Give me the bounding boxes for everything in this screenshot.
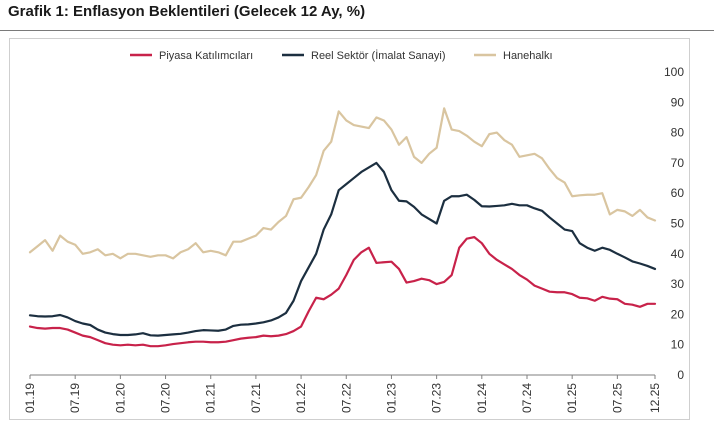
y-tick-label: 60 [671,186,685,200]
legend-label: Hanehalkı [503,50,553,62]
x-tick-label: 07.19 [68,383,82,413]
y-tick-label: 40 [671,247,685,261]
y-tick-label: 10 [671,338,685,352]
x-tick-label: 01.23 [384,383,398,413]
title-divider [0,30,714,31]
legend-label: Piyasa Katılımcıları [159,50,253,62]
y-axis: 0 10 20 30 40 50 60 70 80 90 100 [664,65,684,382]
x-tick-label: 01.25 [565,383,579,413]
y-tick-label: 30 [671,277,685,291]
y-tick-label: 90 [671,95,685,109]
x-tick-label: 01.20 [113,383,127,413]
series-line-3 [28,107,657,260]
y-tick-label: 100 [664,65,684,79]
x-axis: 01.19 07.19 01.20 07.20 01.21 07.21 01.22 07.22… [23,374,662,413]
chart-title: Grafik 1: Enflasyon Beklentileri (Gelece… [8,3,366,20]
chart-frame [9,38,690,420]
x-tick-label: 12.25 [648,383,662,413]
plot-area [28,107,657,348]
y-tick-label: 0 [677,368,684,382]
y-tick-label: 50 [671,217,685,231]
x-tick-label: 01.19 [23,383,37,413]
chart-legend: Piyasa Katılımcıları Reel Sektör (İmalat … [130,49,553,62]
x-tick-label: 01.24 [475,383,489,413]
x-tick-label: 07.20 [159,383,173,413]
y-tick-label: 20 [671,307,685,321]
x-tick-label: 07.24 [520,383,534,413]
series-line-1 [28,236,657,348]
y-tick-label: 80 [671,126,685,140]
legend-label: Reel Sektör (İmalat Sanayi) [311,49,446,62]
x-tick-label: 07.21 [249,383,263,413]
y-tick-label: 70 [671,156,685,170]
x-tick-label: 07.22 [339,383,353,413]
x-tick-label: 01.22 [294,383,308,413]
x-tick-label: 01.21 [204,383,218,413]
x-tick-label: 07.23 [430,383,444,413]
x-tick-label: 07.25 [610,383,624,413]
series-line-2 [28,161,657,337]
